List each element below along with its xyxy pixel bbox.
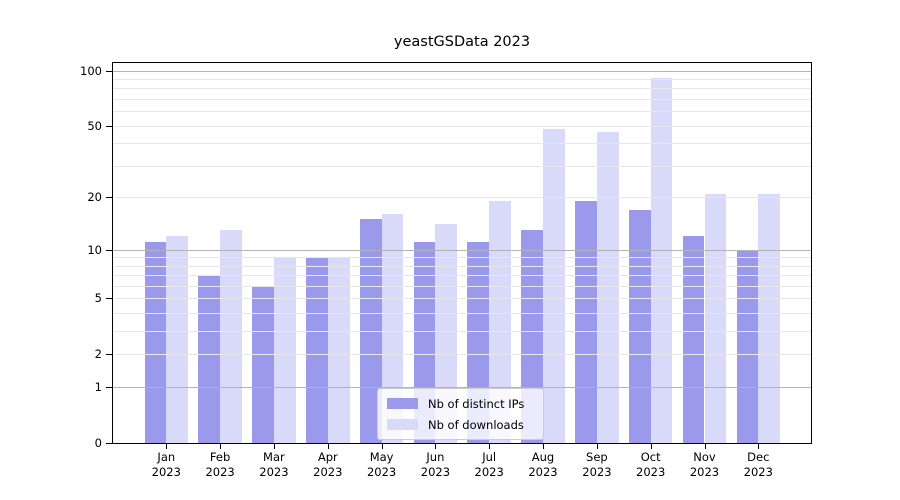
bar-downloads-sep [596, 132, 619, 443]
x-tick-mark [704, 444, 706, 449]
y-tick-label: 0 [94, 436, 102, 450]
bar-distinct-ips-mar [252, 285, 274, 443]
bar-distinct-ips-jan [144, 242, 167, 443]
bar-distinct-ips-nov [682, 236, 705, 443]
x-tick-label: Jan 2023 [151, 450, 181, 479]
y-tick-label: 2 [94, 347, 102, 362]
bar-downloads-may [381, 214, 404, 443]
x-tick-label: Sep 2023 [582, 450, 612, 479]
bar-downloads-oct [650, 78, 673, 443]
gridline-major [113, 70, 811, 72]
gridline-minor [113, 197, 811, 199]
legend: Nb of distinct IPs Nb of downloads [377, 388, 544, 440]
gridline-minor [113, 111, 811, 113]
legend-swatch-distinct-ips [387, 397, 418, 410]
bar-downloads-nov [704, 193, 727, 443]
bar-downloads-feb [220, 230, 242, 443]
bar-distinct-ips-apr [306, 257, 328, 443]
y-tick-mark [106, 125, 112, 127]
y-tick-label: 10 [87, 242, 102, 257]
gridline-minor [113, 125, 811, 127]
y-tick-mark [106, 249, 112, 251]
x-tick-label: May 2023 [366, 450, 397, 479]
legend-label-distinct-ips: Nb of distinct IPs [428, 396, 525, 411]
legend-item-downloads: Nb of downloads [378, 414, 543, 435]
x-tick-label: Feb 2023 [205, 450, 235, 479]
x-tick-mark [596, 444, 598, 449]
gridline-minor [113, 285, 811, 287]
y-tick-label: 1 [94, 380, 102, 395]
bar-downloads-apr [327, 257, 350, 443]
x-tick-label: Jun 2023 [420, 450, 451, 479]
y-tick-label: 100 [80, 63, 102, 78]
y-tick-label: 5 [94, 291, 102, 306]
bar-downloads-mar [273, 257, 296, 443]
gridline-minor [113, 98, 811, 100]
x-tick-mark [327, 444, 329, 449]
x-tick-mark [220, 444, 222, 449]
gridline-major [113, 387, 811, 389]
y-tick-mark [106, 197, 112, 199]
gridline-minor [113, 165, 811, 167]
y-tick-label: 20 [87, 190, 102, 205]
bar-distinct-ips-dec [736, 249, 759, 443]
bar-downloads-jul [489, 201, 511, 443]
gridline-minor [113, 275, 811, 277]
chart-title: yeastGSData 2023 [393, 34, 531, 50]
y-tick-label: 50 [87, 118, 102, 133]
gridline-minor [113, 88, 811, 90]
y-tick-mark [106, 443, 112, 444]
y-tick-mark [106, 70, 112, 72]
bar-distinct-ips-sep [575, 201, 597, 443]
x-tick-mark [381, 444, 383, 449]
gridline-minor [113, 298, 811, 300]
legend-item-distinct-ips: Nb of distinct IPs [378, 393, 543, 414]
y-tick-mark [106, 354, 112, 356]
x-tick-label: Nov 2023 [689, 450, 720, 479]
gridline-major [113, 249, 811, 251]
gridline-minor [113, 78, 811, 80]
plot-area: Nb of distinct IPs Nb of downloads [112, 62, 812, 444]
x-tick-label: Dec 2023 [743, 450, 773, 479]
x-tick-label: Apr 2023 [313, 450, 343, 479]
x-tick-mark [489, 444, 491, 449]
x-tick-mark [166, 444, 168, 449]
x-tick-mark [650, 444, 652, 449]
x-tick-mark [543, 444, 544, 449]
gridline-minor [113, 313, 811, 315]
gridline-minor [113, 354, 811, 356]
gridline-minor [113, 143, 811, 145]
x-tick-mark [273, 444, 275, 449]
y-tick-mark [106, 387, 112, 389]
x-tick-mark [435, 444, 437, 449]
x-tick-label: Jul 2023 [474, 450, 504, 479]
legend-label-downloads: Nb of downloads [428, 417, 524, 432]
x-tick-label: Aug 2023 [528, 450, 558, 479]
legend-swatch-downloads [387, 418, 418, 431]
gridline-minor [113, 331, 811, 333]
gridline-minor [113, 265, 811, 267]
x-tick-mark [758, 444, 760, 449]
x-tick-label: Oct 2023 [636, 450, 666, 479]
bar-distinct-ips-feb [198, 275, 221, 443]
y-tick-mark [106, 298, 112, 300]
bar-distinct-ips-oct [628, 209, 651, 443]
bar-downloads-dec [758, 193, 781, 443]
gridline-minor [113, 257, 811, 259]
x-tick-label: Mar 2023 [259, 450, 289, 479]
bar-downloads-jan [166, 236, 189, 443]
